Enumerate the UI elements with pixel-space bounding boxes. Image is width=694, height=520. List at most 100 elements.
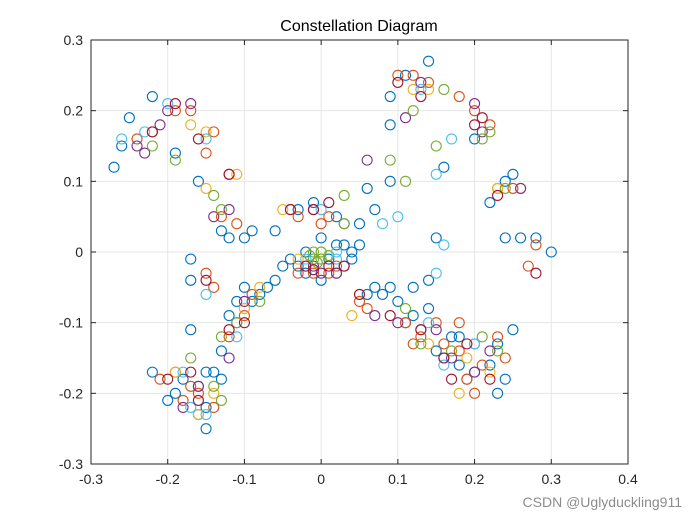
data-point xyxy=(200,274,212,286)
data-point xyxy=(453,90,465,103)
y-tick-label: 0.2 xyxy=(64,103,84,119)
data-point xyxy=(162,373,174,385)
x-tick-label: -0.3 xyxy=(79,471,103,487)
x-tick-label: 0 xyxy=(317,471,325,487)
data-point xyxy=(484,359,496,371)
data-point xyxy=(507,324,519,336)
data-point xyxy=(223,331,235,343)
data-point xyxy=(154,119,166,131)
data-point xyxy=(407,69,419,81)
data-point xyxy=(476,112,488,124)
data-point xyxy=(361,154,373,166)
data-point xyxy=(154,373,166,385)
data-point xyxy=(399,302,412,315)
data-point xyxy=(208,211,220,223)
data-point xyxy=(392,295,404,308)
data-point xyxy=(492,338,504,350)
data-point xyxy=(399,317,412,329)
data-point xyxy=(438,161,450,173)
data-point xyxy=(192,394,204,406)
y-tick-label: 0.1 xyxy=(64,173,84,189)
data-point xyxy=(292,260,304,272)
data-point xyxy=(338,239,350,251)
data-point xyxy=(223,232,235,244)
data-point xyxy=(215,373,227,385)
data-point xyxy=(223,324,235,336)
data-point xyxy=(307,267,320,279)
data-point xyxy=(269,225,281,237)
series-series-4 xyxy=(131,76,527,414)
series-series-7 xyxy=(146,76,542,406)
data-point xyxy=(392,317,404,329)
data-point xyxy=(315,253,327,265)
data-point xyxy=(515,232,527,244)
data-point xyxy=(307,204,320,216)
data-point xyxy=(438,83,450,96)
data-point xyxy=(361,182,373,194)
y-tick-label: 0 xyxy=(75,244,83,260)
data-point xyxy=(422,76,435,88)
data-point xyxy=(169,98,181,110)
data-point xyxy=(231,317,243,329)
data-point xyxy=(353,295,366,308)
data-point xyxy=(453,345,465,357)
data-point xyxy=(192,133,204,145)
data-point xyxy=(238,281,250,293)
data-point xyxy=(307,264,320,276)
data-point xyxy=(430,232,442,244)
data-point xyxy=(384,119,396,131)
data-point xyxy=(223,204,235,216)
data-point xyxy=(277,260,289,272)
data-point xyxy=(200,147,212,159)
data-point xyxy=(238,310,250,322)
data-point xyxy=(446,352,458,364)
data-point xyxy=(185,324,197,336)
y-tick-label: -0.2 xyxy=(59,385,83,401)
data-point xyxy=(162,394,174,406)
data-point xyxy=(200,182,212,194)
data-point xyxy=(185,274,197,286)
data-point xyxy=(323,267,335,279)
y-tick-label: 0.3 xyxy=(64,32,84,48)
data-point xyxy=(415,338,427,350)
data-point xyxy=(476,331,488,343)
data-point xyxy=(407,105,419,117)
data-point xyxy=(376,218,389,230)
data-point xyxy=(146,366,158,378)
data-point xyxy=(231,218,243,230)
data-point xyxy=(192,408,204,421)
data-point xyxy=(231,331,243,343)
data-point xyxy=(200,133,212,145)
data-point xyxy=(399,175,412,187)
data-point xyxy=(430,345,442,357)
data-point xyxy=(384,310,396,322)
data-point xyxy=(484,366,496,378)
data-point xyxy=(338,260,350,272)
data-point xyxy=(461,352,473,364)
data-point xyxy=(422,317,435,329)
data-point xyxy=(215,204,227,216)
data-point xyxy=(407,281,419,293)
data-point xyxy=(369,281,381,293)
data-point xyxy=(307,260,320,272)
data-point xyxy=(469,387,481,399)
data-point xyxy=(499,175,511,187)
data-point xyxy=(353,288,366,300)
data-point xyxy=(185,366,197,378)
data-point xyxy=(116,140,128,152)
data-point xyxy=(407,310,419,322)
data-point xyxy=(484,126,496,138)
data-point xyxy=(492,182,504,194)
data-point xyxy=(415,90,427,103)
data-point xyxy=(492,345,504,357)
data-point xyxy=(392,69,404,81)
watermark: CSDN @Uglyduckling911 xyxy=(522,494,682,510)
data-point xyxy=(461,373,473,385)
data-point xyxy=(422,302,435,315)
data-point xyxy=(384,154,396,166)
data-point xyxy=(292,267,304,279)
data-point xyxy=(246,225,258,237)
y-tick-label: -0.3 xyxy=(59,456,83,472)
data-point xyxy=(461,338,473,350)
data-point xyxy=(246,295,258,308)
